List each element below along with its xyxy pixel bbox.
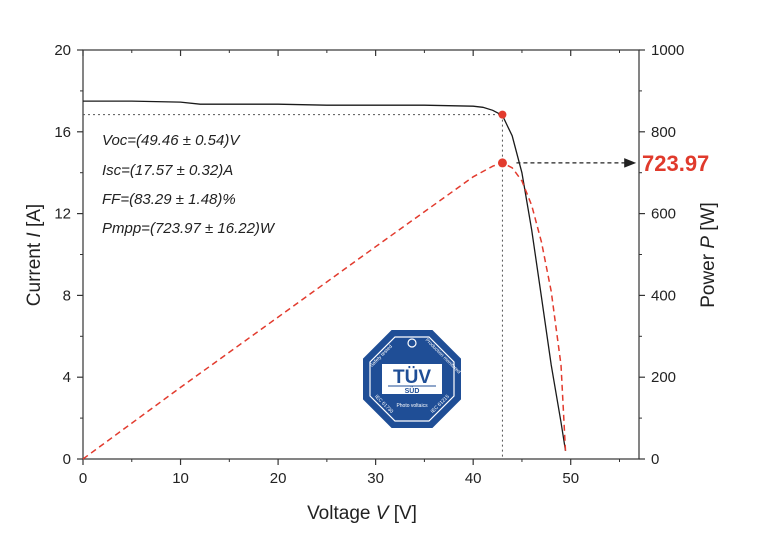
- x-tick-label: 20: [270, 470, 287, 487]
- x-axis-title: Voltage V [V]: [307, 503, 417, 524]
- y-right-tick-label: 200: [651, 369, 676, 386]
- current-curve: [83, 100, 567, 451]
- logo-main-text: TÜV: [393, 367, 431, 388]
- y-left-tick-label: 16: [54, 124, 71, 141]
- annotation-isc: Isc=(17.57 ± 0.32)A: [102, 162, 233, 179]
- y-left-tick-label: 8: [63, 287, 71, 304]
- x-tick-label: 30: [367, 470, 384, 487]
- tuv-sud-certification-logo: Safety tested Production monitored TÜV S…: [363, 330, 462, 428]
- logo-center-box: [382, 364, 442, 394]
- y-left-tick-label: 0: [63, 451, 71, 468]
- annotation-pmpp: Pmpp=(723.97 ± 16.22)W: [102, 220, 276, 237]
- annotation-ff: FF=(83.29 ± 1.48)%: [102, 191, 236, 208]
- y-right-tick-label: 400: [651, 287, 676, 304]
- logo-seal-icon: [407, 338, 417, 348]
- y-right-tick-label: 1000: [651, 42, 684, 59]
- mpp-callout-value: 723.97: [642, 151, 709, 176]
- y-right-tick-label: 0: [651, 451, 659, 468]
- logo-sub-text: SÜD: [405, 386, 420, 395]
- mpp-power-marker: [497, 158, 507, 168]
- power-curve: [82, 162, 567, 460]
- y-left-tick-label: 20: [54, 42, 71, 59]
- annotation-voc: Voc=(49.46 ± 0.54)V: [102, 132, 241, 149]
- y-right-tick-label: 800: [651, 124, 676, 141]
- logo-bottom-center-text: Photo voltaics: [396, 403, 428, 409]
- mpp-current-marker: [498, 110, 507, 119]
- x-tick-label: 0: [79, 470, 87, 487]
- y-right-tick-label: 600: [651, 206, 676, 223]
- y-axis-right-title: Power P [W]: [698, 202, 719, 308]
- logo-octagon-inner: [369, 336, 455, 422]
- x-tick-label: 40: [465, 470, 482, 487]
- annotation-block: Voc=(49.46 ± 0.54)V Isc=(17.57 ± 0.32)A …: [102, 132, 276, 237]
- x-tick-label: 10: [172, 470, 189, 487]
- x-tick-label: 50: [562, 470, 579, 487]
- y-left-tick-label: 12: [54, 206, 71, 223]
- y-axis-left-title: Current I [A]: [24, 204, 45, 306]
- y-left-tick-label: 4: [63, 369, 71, 386]
